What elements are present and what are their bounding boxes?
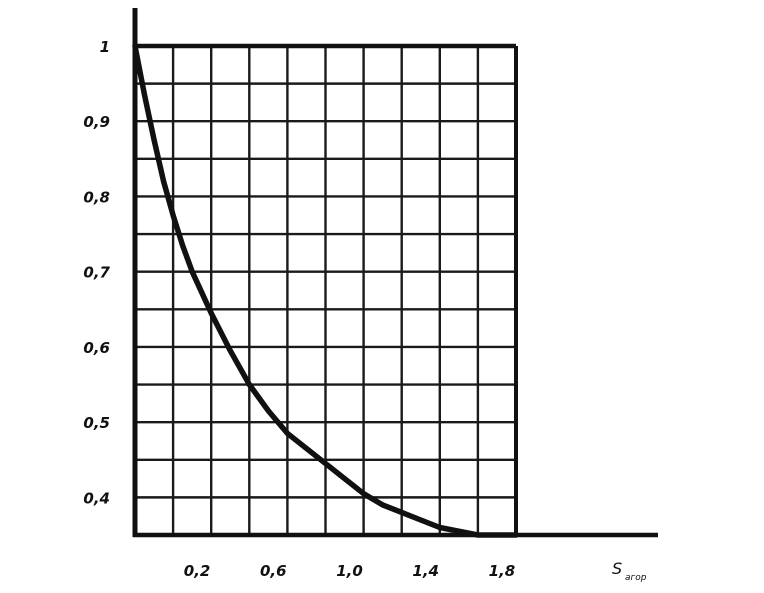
y-tick-label: 0,9 [83, 113, 110, 131]
x-tick-label: 0,2 [184, 562, 211, 580]
y-tick-label: 0,5 [83, 414, 110, 432]
y-tick-label: 0,7 [83, 264, 110, 282]
x-tick-label: 1,0 [336, 562, 363, 580]
x-tick-labels: 0,2 0,6 1,0 1,4 1,8 [184, 562, 515, 580]
x-tick-label: 1,8 [489, 562, 516, 580]
grid [135, 46, 516, 535]
y-tick-label: 0,4 [83, 489, 110, 507]
axes [132, 8, 658, 538]
y-tick-labels: 1 0,9 0,8 0,7 0,6 0,5 0,4 [83, 38, 110, 507]
x-tick-label: 0,6 [260, 562, 287, 580]
x-axis-label: S [612, 559, 622, 578]
curve-layer [132, 43, 519, 538]
x-tick-label: 1,4 [412, 562, 439, 580]
y-tick-label: 0,8 [83, 188, 110, 206]
y-tick-label: 1 [100, 38, 110, 56]
y-tick-label: 0,6 [83, 339, 110, 357]
data-curve [132, 43, 519, 538]
x-axis-label-subscript: агор [625, 573, 647, 583]
